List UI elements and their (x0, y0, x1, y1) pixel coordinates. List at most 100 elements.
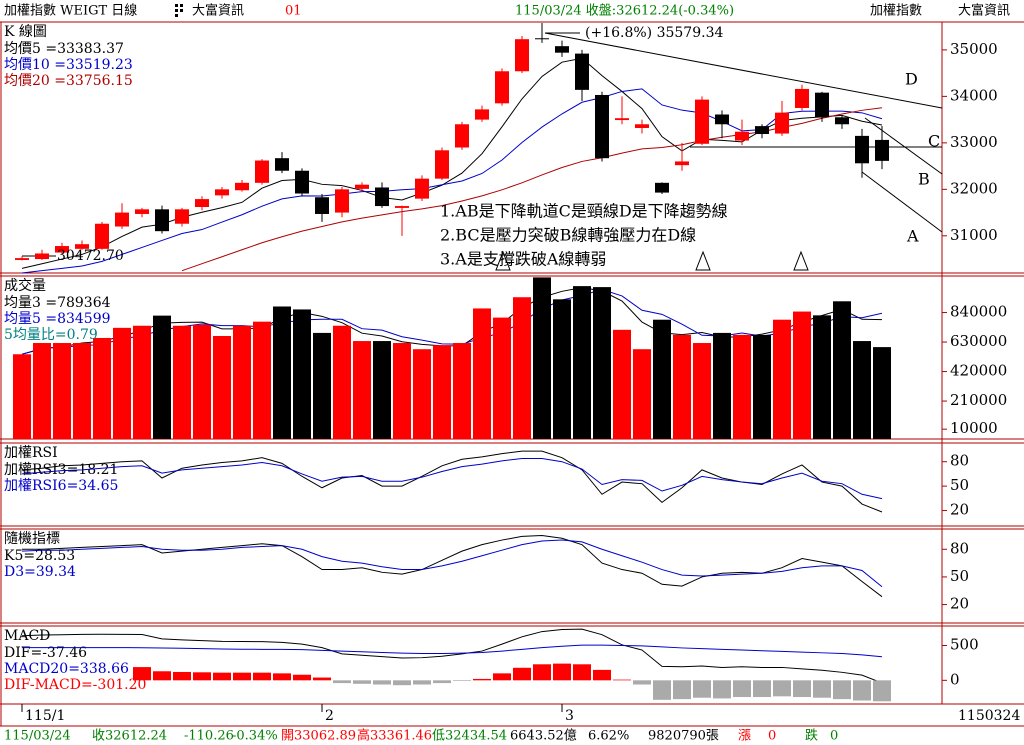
legend-entry: 均量3 =789364 (4, 295, 111, 311)
header-title: 加權指數 WEIGT 日線 (4, 3, 137, 19)
bar (653, 319, 671, 439)
bar (593, 287, 611, 439)
bar (773, 319, 791, 439)
bar (813, 680, 831, 698)
bar (673, 334, 691, 439)
footer-date: 115/03/24 (4, 729, 71, 744)
bar (493, 317, 511, 439)
bar (873, 347, 891, 439)
candle-body (115, 212, 129, 227)
candle-body (95, 223, 109, 249)
bar (513, 297, 531, 439)
vendor: 大富資訊 (192, 3, 244, 19)
y-tick-label: 31000 (950, 226, 998, 244)
candle-body (355, 184, 369, 189)
bar (393, 680, 411, 686)
bar (633, 680, 651, 685)
candle-body (275, 158, 289, 171)
candle-body (755, 126, 769, 135)
bar (653, 680, 671, 700)
x-tick-label: 115/1 (25, 708, 65, 724)
bar (253, 321, 271, 439)
series-line (21, 539, 883, 588)
x-tick-label: 3 (565, 708, 574, 724)
ratio-label: 5均量比=0.79 (4, 327, 98, 343)
candle-body (795, 88, 809, 108)
bar (33, 343, 51, 439)
panel-title: 隨機指標 (4, 531, 60, 547)
legend-entry: 均量5 =834599 (4, 311, 111, 327)
series-line (22, 534, 883, 598)
candle-body (695, 99, 709, 144)
candle-body (435, 150, 449, 179)
y-tick-label: 500 (950, 636, 979, 654)
menu-icon[interactable] (175, 4, 183, 17)
candle-body (135, 209, 149, 214)
trend-line-b (864, 117, 943, 175)
candle-body (15, 258, 29, 260)
bar (733, 334, 751, 439)
candle-body (295, 170, 309, 194)
footer-turnover: 6643.52億 (510, 728, 577, 744)
candle-body (615, 118, 629, 121)
candle-body (855, 135, 869, 164)
bar (453, 680, 471, 682)
x-tick-label: 2 (325, 708, 334, 724)
legend-entry: 均價10 =33519.23 (4, 56, 133, 73)
bar (613, 329, 631, 439)
series-line (21, 457, 883, 500)
bar (613, 679, 631, 681)
footer-volume: 9820790張 (648, 729, 719, 744)
y-tick-label: 32000 (950, 179, 998, 197)
candle-body (455, 124, 469, 148)
bar (133, 325, 151, 439)
candle-body (835, 117, 849, 125)
bar (373, 341, 391, 439)
bar (153, 315, 171, 439)
candle-body (495, 71, 509, 104)
candle-body (195, 199, 209, 207)
y-tick-label: 50 (950, 567, 969, 585)
bar (193, 324, 211, 439)
legend-entry: 均價5 =33383.37 (4, 40, 124, 57)
legend-entry: 加權RSI6=34.65 (4, 478, 118, 494)
bar (293, 674, 311, 681)
bar (293, 309, 311, 439)
candle-body (235, 182, 249, 191)
y-tick-label: 840000 (950, 303, 1007, 321)
bar (533, 277, 551, 439)
low-label: 30472.70 (57, 248, 124, 264)
bar (473, 678, 491, 681)
bar (873, 680, 891, 702)
candle-body (815, 92, 829, 118)
bar (253, 672, 271, 681)
y-tick-label: 0 (950, 670, 960, 688)
header-bar: 加權指數 WEIGT 日線 大富資訊 01 115/03/24 收盤:32612… (4, 3, 1010, 19)
candle-body (635, 124, 649, 128)
bar (333, 325, 351, 439)
candle-body (35, 253, 49, 260)
bar (593, 669, 611, 681)
bar (273, 306, 291, 439)
bar (433, 680, 451, 684)
y-tick-label: 630000 (950, 332, 1007, 350)
footer-up-label: 漲 (738, 729, 751, 744)
y-tick-label: 80 (950, 452, 969, 470)
bar (153, 671, 171, 681)
trend-line-a (861, 171, 943, 233)
high-label: (+16.8%) 35579.34 (585, 25, 723, 41)
legend-entry: DIF=-37.46 (4, 645, 87, 661)
candle-body (875, 139, 889, 161)
bar (173, 325, 191, 439)
note: 1.AB是下降軌道C是頸線D是下降趨勢線 (440, 202, 728, 221)
bar (353, 680, 371, 684)
bar (853, 680, 871, 701)
y-tick-label: 33000 (950, 133, 998, 151)
marker-triangle (793, 250, 809, 271)
panel-frame (0, 21, 1024, 727)
series-line (22, 644, 883, 658)
footer-high: 高33361.46 (357, 728, 432, 744)
x-end-label: 1150324 (958, 708, 1020, 724)
bar (233, 672, 251, 681)
panel-title: 成交量 (4, 277, 46, 294)
